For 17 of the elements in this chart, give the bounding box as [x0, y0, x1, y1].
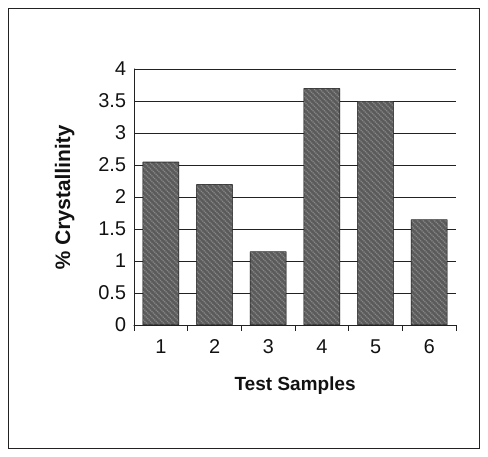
x-tick-label: 6 [424, 336, 435, 358]
x-tick-label: 5 [370, 336, 382, 358]
y-tick-label: 1 [114, 250, 126, 272]
y-tick-label: 2.5 [98, 154, 126, 176]
y-tick-label: 3.5 [98, 90, 126, 112]
y-axis-title: % Crystallinity [52, 124, 75, 270]
y-tick-label: 0 [114, 314, 126, 336]
y-tick-label: 3 [114, 122, 126, 144]
y-tick-label: 1.5 [98, 218, 126, 240]
y-tick-label: 2 [114, 186, 126, 208]
x-axis-title: Test Samples [234, 374, 356, 395]
y-tick-label: 0.5 [98, 282, 126, 304]
y-tick-label: 4 [114, 58, 126, 80]
x-tick-label: 1 [155, 336, 166, 358]
x-tick-label: 4 [316, 336, 328, 358]
x-tick-label: 3 [262, 336, 274, 358]
x-tick-label: 2 [208, 336, 220, 358]
